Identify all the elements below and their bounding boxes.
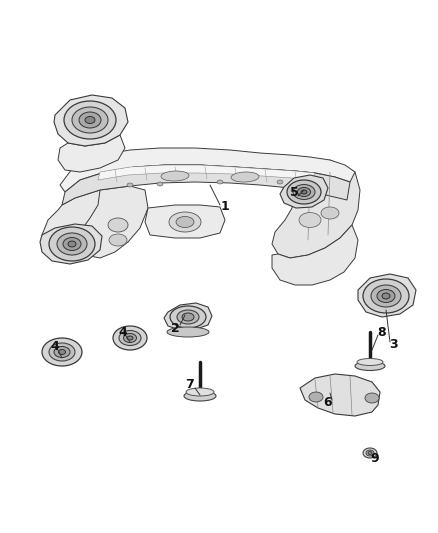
Ellipse shape [127, 183, 133, 187]
Ellipse shape [124, 334, 137, 343]
Ellipse shape [177, 310, 199, 324]
Ellipse shape [312, 182, 318, 186]
Ellipse shape [299, 213, 321, 228]
Ellipse shape [127, 336, 133, 340]
Ellipse shape [85, 117, 95, 124]
Ellipse shape [113, 326, 147, 350]
Polygon shape [164, 303, 212, 330]
Ellipse shape [72, 107, 108, 133]
Ellipse shape [382, 293, 390, 299]
Ellipse shape [68, 241, 76, 247]
Ellipse shape [63, 238, 81, 251]
Polygon shape [280, 175, 328, 208]
Ellipse shape [157, 182, 163, 186]
Text: 4: 4 [51, 340, 60, 352]
Ellipse shape [109, 234, 127, 246]
Ellipse shape [42, 338, 82, 366]
Polygon shape [272, 225, 358, 285]
Ellipse shape [184, 391, 216, 401]
Ellipse shape [277, 180, 283, 184]
Ellipse shape [176, 216, 194, 228]
Polygon shape [42, 188, 120, 248]
Ellipse shape [49, 227, 95, 261]
Polygon shape [62, 165, 350, 205]
Text: 8: 8 [378, 326, 386, 338]
Polygon shape [98, 165, 315, 180]
Ellipse shape [49, 343, 75, 361]
Ellipse shape [59, 350, 66, 354]
Polygon shape [358, 274, 416, 317]
Polygon shape [78, 186, 148, 258]
Ellipse shape [363, 279, 409, 313]
Ellipse shape [287, 180, 321, 204]
Polygon shape [40, 224, 102, 264]
Ellipse shape [170, 306, 206, 328]
Ellipse shape [217, 180, 223, 184]
Ellipse shape [64, 101, 116, 139]
Text: 6: 6 [324, 397, 332, 409]
Text: 2: 2 [171, 321, 180, 335]
Ellipse shape [309, 392, 323, 402]
Ellipse shape [368, 451, 372, 455]
Ellipse shape [169, 212, 201, 232]
Ellipse shape [54, 346, 70, 358]
Ellipse shape [186, 388, 214, 396]
Text: 3: 3 [389, 338, 397, 351]
Text: 7: 7 [186, 378, 194, 392]
Text: 1: 1 [221, 200, 230, 214]
Ellipse shape [377, 289, 395, 303]
Ellipse shape [182, 313, 194, 321]
Polygon shape [300, 374, 380, 416]
Ellipse shape [363, 448, 377, 458]
Ellipse shape [57, 233, 87, 255]
Ellipse shape [321, 207, 339, 219]
Polygon shape [54, 95, 128, 146]
Ellipse shape [355, 361, 385, 370]
Text: 4: 4 [119, 326, 127, 338]
Ellipse shape [231, 172, 259, 182]
Text: 5: 5 [290, 187, 298, 199]
Ellipse shape [297, 188, 311, 197]
Ellipse shape [79, 112, 101, 128]
Polygon shape [60, 148, 355, 192]
Ellipse shape [119, 330, 141, 345]
Text: 9: 9 [371, 451, 379, 464]
Ellipse shape [167, 327, 209, 337]
Ellipse shape [293, 184, 315, 199]
Ellipse shape [301, 190, 307, 194]
Polygon shape [145, 205, 225, 238]
Ellipse shape [108, 218, 128, 232]
Ellipse shape [161, 171, 189, 181]
Ellipse shape [365, 393, 379, 403]
Ellipse shape [357, 359, 383, 366]
Ellipse shape [366, 450, 374, 456]
Polygon shape [58, 135, 125, 172]
Ellipse shape [371, 285, 401, 307]
Polygon shape [272, 160, 360, 258]
